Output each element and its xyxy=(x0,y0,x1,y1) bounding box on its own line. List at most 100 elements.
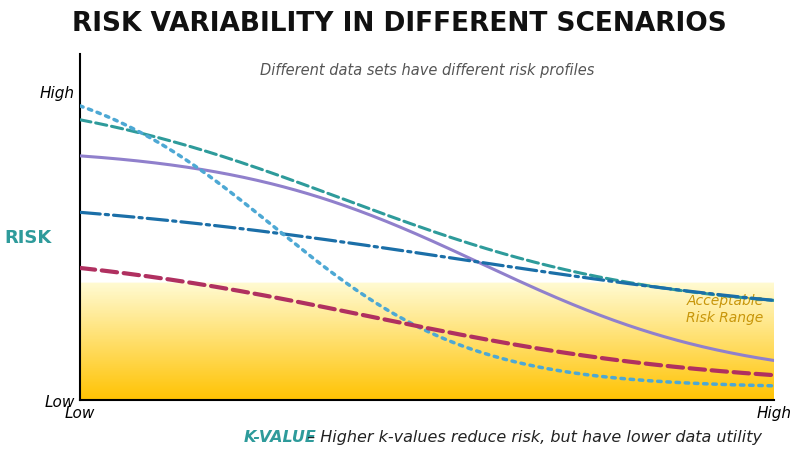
Bar xyxy=(80,306,774,307)
Bar xyxy=(80,359,774,360)
Bar xyxy=(80,323,774,324)
Bar xyxy=(80,304,774,305)
Text: Acceptable
Risk Range: Acceptable Risk Range xyxy=(686,293,764,324)
Bar xyxy=(80,314,774,315)
Bar xyxy=(80,364,774,365)
Bar xyxy=(80,283,774,284)
Bar xyxy=(80,371,774,372)
Bar xyxy=(80,329,774,330)
Text: – Higher k-values reduce risk, but have lower data utility: – Higher k-values reduce risk, but have … xyxy=(302,429,761,444)
Bar xyxy=(80,340,774,341)
Bar xyxy=(80,356,774,357)
Bar xyxy=(80,394,774,395)
Bar xyxy=(80,395,774,396)
Bar xyxy=(80,345,774,346)
Bar xyxy=(80,310,774,311)
Bar xyxy=(80,392,774,393)
Bar xyxy=(80,302,774,303)
Bar xyxy=(80,328,774,329)
Bar xyxy=(80,320,774,321)
Bar xyxy=(80,330,774,331)
Bar xyxy=(80,287,774,288)
Bar xyxy=(80,396,774,397)
Bar xyxy=(80,338,774,339)
Bar xyxy=(80,337,774,338)
Bar xyxy=(80,370,774,371)
Bar xyxy=(80,373,774,374)
Bar xyxy=(80,321,774,322)
Bar xyxy=(80,326,774,327)
Bar xyxy=(80,342,774,343)
Bar xyxy=(80,385,774,386)
Bar xyxy=(80,377,774,378)
Bar xyxy=(80,325,774,326)
Bar xyxy=(80,289,774,290)
Bar xyxy=(80,319,774,320)
Bar xyxy=(80,335,774,336)
Bar xyxy=(80,357,774,358)
Bar xyxy=(80,398,774,399)
Bar xyxy=(80,298,774,299)
Bar xyxy=(80,372,774,373)
Bar xyxy=(80,284,774,285)
Bar xyxy=(80,375,774,376)
Bar xyxy=(80,339,774,340)
Text: Different data sets have different risk profiles: Different data sets have different risk … xyxy=(259,63,595,78)
Bar xyxy=(80,318,774,319)
Bar xyxy=(80,369,774,370)
Text: RISK VARIABILITY IN DIFFERENT SCENARIOS: RISK VARIABILITY IN DIFFERENT SCENARIOS xyxy=(72,11,726,37)
Bar xyxy=(80,309,774,310)
Bar xyxy=(80,365,774,366)
Bar xyxy=(80,355,774,356)
Bar xyxy=(80,389,774,390)
Bar xyxy=(80,363,774,364)
Bar xyxy=(80,315,774,316)
Bar xyxy=(80,358,774,359)
Bar xyxy=(80,391,774,392)
Bar xyxy=(80,285,774,286)
Bar xyxy=(80,327,774,328)
Bar xyxy=(80,331,774,332)
Bar xyxy=(80,312,774,313)
Bar xyxy=(80,383,774,384)
Bar xyxy=(80,290,774,291)
Bar xyxy=(80,349,774,350)
Bar xyxy=(80,316,774,317)
Bar xyxy=(80,399,774,400)
Bar xyxy=(80,361,774,362)
Bar xyxy=(80,386,774,387)
Bar xyxy=(80,379,774,380)
Bar xyxy=(80,393,774,394)
Bar xyxy=(80,378,774,379)
Bar xyxy=(80,354,774,355)
Bar xyxy=(80,286,774,287)
Bar xyxy=(80,384,774,385)
Bar xyxy=(80,324,774,325)
Bar xyxy=(80,362,774,363)
Bar xyxy=(80,295,774,296)
Bar xyxy=(80,293,774,294)
Bar xyxy=(80,352,774,353)
Bar xyxy=(80,397,774,398)
Bar xyxy=(80,307,774,308)
Bar xyxy=(80,300,774,301)
Bar xyxy=(80,350,774,351)
Bar xyxy=(80,387,774,388)
Bar xyxy=(80,313,774,314)
Bar xyxy=(80,380,774,381)
Bar xyxy=(80,288,774,289)
Bar xyxy=(80,294,774,295)
Bar xyxy=(80,366,774,367)
Bar xyxy=(80,390,774,391)
Text: RISK: RISK xyxy=(4,229,51,247)
Bar xyxy=(80,374,774,375)
Bar xyxy=(80,367,774,368)
Bar xyxy=(80,311,774,312)
Bar xyxy=(80,303,774,304)
Bar xyxy=(80,296,774,297)
Bar xyxy=(80,353,774,354)
Bar xyxy=(80,376,774,377)
Bar xyxy=(80,368,774,369)
Bar xyxy=(80,292,774,293)
Bar xyxy=(80,299,774,300)
